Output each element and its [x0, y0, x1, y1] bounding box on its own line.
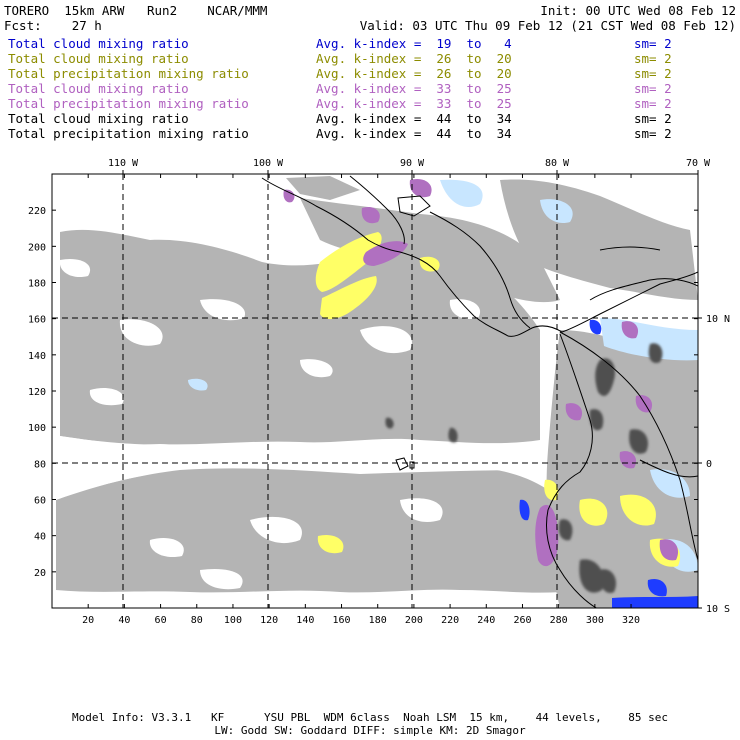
x-axis-ticks: 20 40 60 80 100 120 140 160 180 200 220 240 260 280 30… — [82, 174, 640, 626]
clear-sky-gaps — [56, 258, 540, 590]
field-smoothing: sm= 2 — [634, 36, 672, 51]
x-tick-label: 180 — [369, 615, 387, 626]
y-tick-label: 180 — [28, 279, 46, 290]
field-kindex: Avg. k-index = 26 to 20 — [316, 51, 512, 66]
field-name: Total cloud mixing ratio — [8, 36, 189, 51]
y-tick-label: 140 — [28, 351, 46, 362]
x-tick-label: 160 — [332, 615, 350, 626]
y-axis-ticks: 20 40 60 80 100 120 140 160 180 200 220 — [28, 206, 698, 579]
x-tick-label: 100 — [224, 615, 242, 626]
x-tick-label: 200 — [405, 615, 423, 626]
y-tick-label: 100 — [28, 423, 46, 434]
y-tick-label: 160 — [28, 315, 46, 326]
lat-lon-grid — [52, 174, 698, 608]
lon-label: 90 W — [400, 158, 425, 169]
field-kindex: Avg. k-index = 44 to 34 — [316, 126, 512, 141]
blue-cloud — [519, 319, 698, 608]
forecast-map: 20 40 60 80 100 120 140 160 180 200 220 240 260 280 30… — [28, 158, 730, 626]
lat-label: 0 — [706, 459, 712, 470]
field-row: Total precipitation mixing ratio Avg. k-… — [0, 126, 740, 141]
x-tick-label: 260 — [513, 615, 531, 626]
field-kindex: Avg. k-index = 19 to 4 — [316, 36, 512, 51]
model-info-line: Model Info: V3.3.1 KF YSU PBL WDM 6class… — [71, 711, 669, 724]
field-row: Total precipitation mixing ratio Avg. k-… — [0, 66, 740, 81]
x-tick-label: 240 — [477, 615, 495, 626]
physics-info-line: LW: Godd SW: Goddard DIFF: simple KM: 2D… — [214, 724, 526, 737]
field-name: Total cloud mixing ratio — [8, 111, 189, 126]
lat-label: 10 N — [706, 314, 730, 325]
field-kindex: Avg. k-index = 33 to 25 — [316, 81, 512, 96]
field-name: Total precipitation mixing ratio — [8, 66, 249, 81]
field-row: Total cloud mixing ratio Avg. k-index = … — [0, 51, 740, 66]
field-kindex: Avg. k-index = 33 to 25 — [316, 96, 512, 111]
field-smoothing: sm= 2 — [634, 111, 672, 126]
init-time: Init: 00 UTC Wed 08 Feb 12 — [540, 3, 736, 18]
longitude-ticks: 110 W 100 W 90 W 80 W 70 W — [108, 158, 711, 174]
x-tick-label: 140 — [296, 615, 314, 626]
lon-label: 100 W — [253, 158, 284, 169]
y-tick-label: 80 — [34, 459, 46, 470]
x-tick-label: 60 — [155, 615, 167, 626]
field-row: Total cloud mixing ratio Avg. k-index = … — [0, 36, 740, 51]
field-name: Total precipitation mixing ratio — [8, 96, 249, 111]
valid-time: Valid: 03 UTC Thu 09 Feb 12 (21 CST Wed … — [359, 18, 736, 33]
y-tick-label: 220 — [28, 206, 46, 217]
field-smoothing: sm= 2 — [634, 66, 672, 81]
y-tick-label: 200 — [28, 242, 46, 253]
field-smoothing: sm= 2 — [634, 51, 672, 66]
y-tick-label: 120 — [28, 387, 46, 398]
dark-cloud-cores — [385, 343, 663, 594]
lon-label: 70 W — [686, 158, 711, 169]
field-row: Total cloud mixing ratio Avg. k-index = … — [0, 111, 740, 126]
x-tick-label: 320 — [622, 615, 640, 626]
field-row: Total precipitation mixing ratio Avg. k-… — [0, 96, 740, 111]
latitude-ticks: 10 N 0 10 S — [698, 314, 730, 615]
y-tick-label: 60 — [34, 496, 46, 507]
field-name: Total cloud mixing ratio — [8, 81, 189, 96]
lon-label: 80 W — [545, 158, 570, 169]
model-title: TORERO 15km ARW Run2 NCAR/MMM — [4, 3, 268, 18]
field-row: Total cloud mixing ratio Avg. k-index = … — [0, 81, 740, 96]
y-tick-label: 40 — [34, 532, 46, 543]
lon-label: 110 W — [108, 158, 139, 169]
field-kindex: Avg. k-index = 44 to 34 — [316, 111, 512, 126]
field-smoothing: sm= 2 — [634, 126, 672, 141]
y-tick-label: 20 — [34, 568, 46, 579]
gray-cloud-shading — [56, 176, 698, 608]
field-name: Total cloud mixing ratio — [8, 51, 189, 66]
x-tick-label: 80 — [191, 615, 203, 626]
x-tick-label: 120 — [260, 615, 278, 626]
x-tick-label: 40 — [118, 615, 130, 626]
lat-label: 10 S — [706, 604, 730, 615]
field-name: Total precipitation mixing ratio — [8, 126, 249, 141]
x-tick-label: 220 — [441, 615, 459, 626]
field-kindex: Avg. k-index = 26 to 20 — [316, 66, 512, 81]
field-smoothing: sm= 2 — [634, 81, 672, 96]
x-tick-label: 20 — [82, 615, 94, 626]
forecast-hour: Fcst: 27 h — [4, 18, 102, 33]
x-tick-label: 280 — [550, 615, 568, 626]
x-tick-label: 300 — [586, 615, 604, 626]
cloud-fields — [56, 175, 698, 608]
field-smoothing: sm= 2 — [634, 96, 672, 111]
coastlines — [261, 175, 698, 608]
